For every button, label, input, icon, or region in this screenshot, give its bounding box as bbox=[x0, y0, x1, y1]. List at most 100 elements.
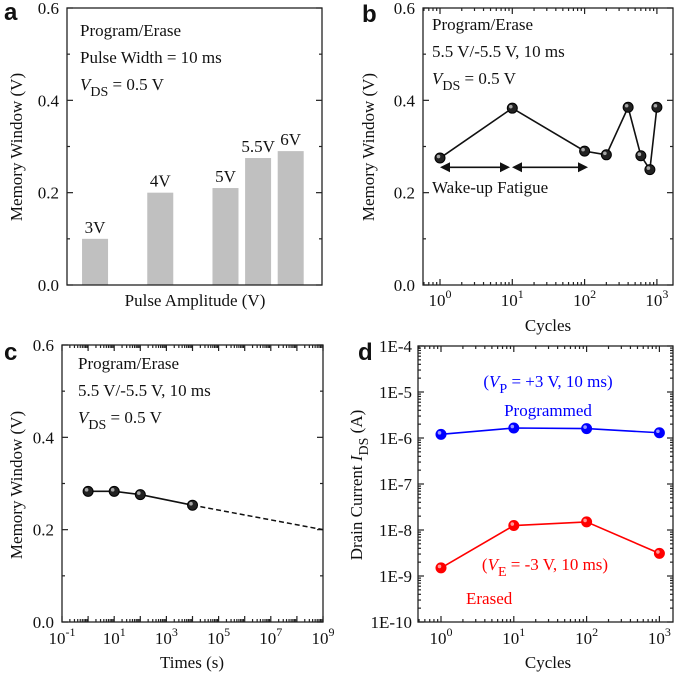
text-span: 10 bbox=[430, 629, 447, 648]
bar bbox=[82, 238, 109, 285]
text-span: ( bbox=[483, 372, 489, 391]
y-tick-label: 0.4 bbox=[33, 428, 55, 447]
data-point bbox=[108, 485, 120, 497]
exponent: 7 bbox=[276, 625, 282, 639]
exponent: 3 bbox=[662, 287, 668, 301]
italic-variable: V bbox=[78, 408, 91, 427]
data-point-highlight bbox=[583, 425, 587, 429]
y-axis-label: Memory Window (V) bbox=[359, 73, 378, 221]
y-tick-label: 1E-5 bbox=[379, 383, 412, 402]
y-axis-label: Memory Window (V) bbox=[7, 411, 26, 559]
y-tick-label: 1E-6 bbox=[379, 429, 412, 448]
text-span: 10 bbox=[429, 291, 446, 310]
data-point bbox=[644, 164, 656, 176]
y-axis-label: Drain Current IDS (A) bbox=[347, 410, 372, 561]
exponent: 1 bbox=[120, 625, 126, 639]
data-point bbox=[506, 102, 518, 114]
x-tick-label: 103 bbox=[155, 625, 178, 648]
arrow-head-left bbox=[512, 162, 522, 173]
x-tick-label: 103 bbox=[645, 287, 668, 310]
data-point-highlight bbox=[637, 152, 642, 157]
data-point bbox=[653, 427, 665, 439]
data-point-highlight bbox=[437, 431, 442, 435]
y-tick-label: 0.2 bbox=[33, 521, 54, 540]
x-tick-label: 107 bbox=[259, 625, 282, 648]
x-tick-label: 101 bbox=[501, 287, 524, 310]
series-label-erased: Erased bbox=[466, 589, 513, 608]
text-span: = 0.5 V bbox=[106, 408, 162, 427]
y-tick-label: 0.0 bbox=[394, 276, 415, 295]
data-point-highlight bbox=[583, 518, 587, 523]
y-tick-label: 0.4 bbox=[38, 91, 60, 110]
y-tick-label: 0.6 bbox=[33, 336, 54, 355]
data-point-highlight bbox=[137, 491, 141, 495]
exponent: 3 bbox=[665, 625, 671, 639]
series-line bbox=[439, 104, 658, 172]
data-point-highlight bbox=[84, 488, 89, 492]
series-label-programmed: Programmed bbox=[504, 401, 592, 420]
bar-label: 4V bbox=[150, 172, 172, 191]
text-span: 10 bbox=[49, 629, 66, 648]
extrapolation-line bbox=[192, 504, 324, 531]
data-point-highlight bbox=[189, 501, 193, 506]
bar bbox=[277, 151, 304, 285]
annotation-line2: Pulse Width = 10 ms bbox=[80, 48, 222, 67]
x-tick-label: 102 bbox=[575, 625, 598, 648]
exponent: 3 bbox=[172, 625, 178, 639]
bar-label: 6V bbox=[280, 130, 302, 149]
italic-variable: I bbox=[347, 454, 366, 462]
bar bbox=[245, 158, 272, 285]
data-point bbox=[581, 423, 593, 435]
data-point-highlight bbox=[110, 488, 115, 492]
panel-a: a 3V 4V 5V5.5V 6V 0.0 0.2 0.4 0.6 Program/Erase Pu… bbox=[4, 0, 323, 310]
subscript: DS bbox=[88, 418, 106, 433]
panel-letter: d bbox=[358, 339, 373, 366]
arrow-label: Wake-up Fatigue bbox=[432, 178, 548, 197]
bar bbox=[212, 188, 239, 285]
data-point-highlight bbox=[603, 151, 607, 156]
y-tick-label: 1E-10 bbox=[370, 613, 412, 632]
x-tick-label: 100 bbox=[430, 625, 453, 648]
y-tick-label: 0.6 bbox=[38, 0, 59, 18]
text-span: 10 bbox=[312, 629, 329, 648]
text-span: = 0.5 V bbox=[460, 69, 516, 88]
data-point bbox=[600, 149, 612, 161]
data-point bbox=[622, 101, 634, 113]
annotation-line1: Program/Erase bbox=[432, 15, 533, 34]
arrow-head-right bbox=[578, 162, 588, 173]
exponent: 5 bbox=[224, 625, 230, 639]
subscript: DS bbox=[442, 79, 460, 94]
italic-variable: V bbox=[488, 555, 501, 574]
series-line bbox=[88, 490, 193, 506]
x-tick-label: 105 bbox=[207, 625, 230, 648]
text-span: 10 bbox=[103, 629, 120, 648]
italic-variable: V bbox=[489, 372, 502, 391]
x-tick-label: 109 bbox=[312, 625, 335, 648]
annotation-vds: VDS = 0.5 V bbox=[432, 69, 517, 94]
exponent: 2 bbox=[592, 625, 598, 639]
exponent: 2 bbox=[590, 287, 596, 301]
annotation-line2: 5.5 V/-5.5 V, 10 ms bbox=[432, 42, 565, 61]
bar-label: 3V bbox=[85, 218, 107, 237]
exponent: 1 bbox=[518, 287, 524, 301]
x-tick-label: 101 bbox=[502, 625, 525, 648]
x-tick-label: 10-1 bbox=[49, 625, 76, 648]
exponent: 1 bbox=[519, 625, 525, 639]
panel-letter: b bbox=[362, 1, 377, 28]
data-point bbox=[508, 520, 520, 532]
y-tick-label: 1E-4 bbox=[379, 337, 413, 356]
bar-label: 5.5V bbox=[241, 137, 275, 156]
data-point-highlight bbox=[510, 522, 515, 526]
series-line bbox=[440, 521, 660, 569]
series-line bbox=[440, 427, 660, 436]
arrow-head-left bbox=[440, 162, 450, 173]
data-point-highlight bbox=[653, 103, 658, 108]
text-span: = +3 V, 10 ms) bbox=[507, 372, 612, 391]
data-point bbox=[579, 145, 591, 157]
data-point bbox=[82, 485, 94, 497]
x-tick-label: 103 bbox=[648, 625, 671, 648]
data-point bbox=[653, 547, 665, 559]
y-tick-label: 0.2 bbox=[394, 184, 415, 203]
text-span: 10 bbox=[207, 629, 224, 648]
